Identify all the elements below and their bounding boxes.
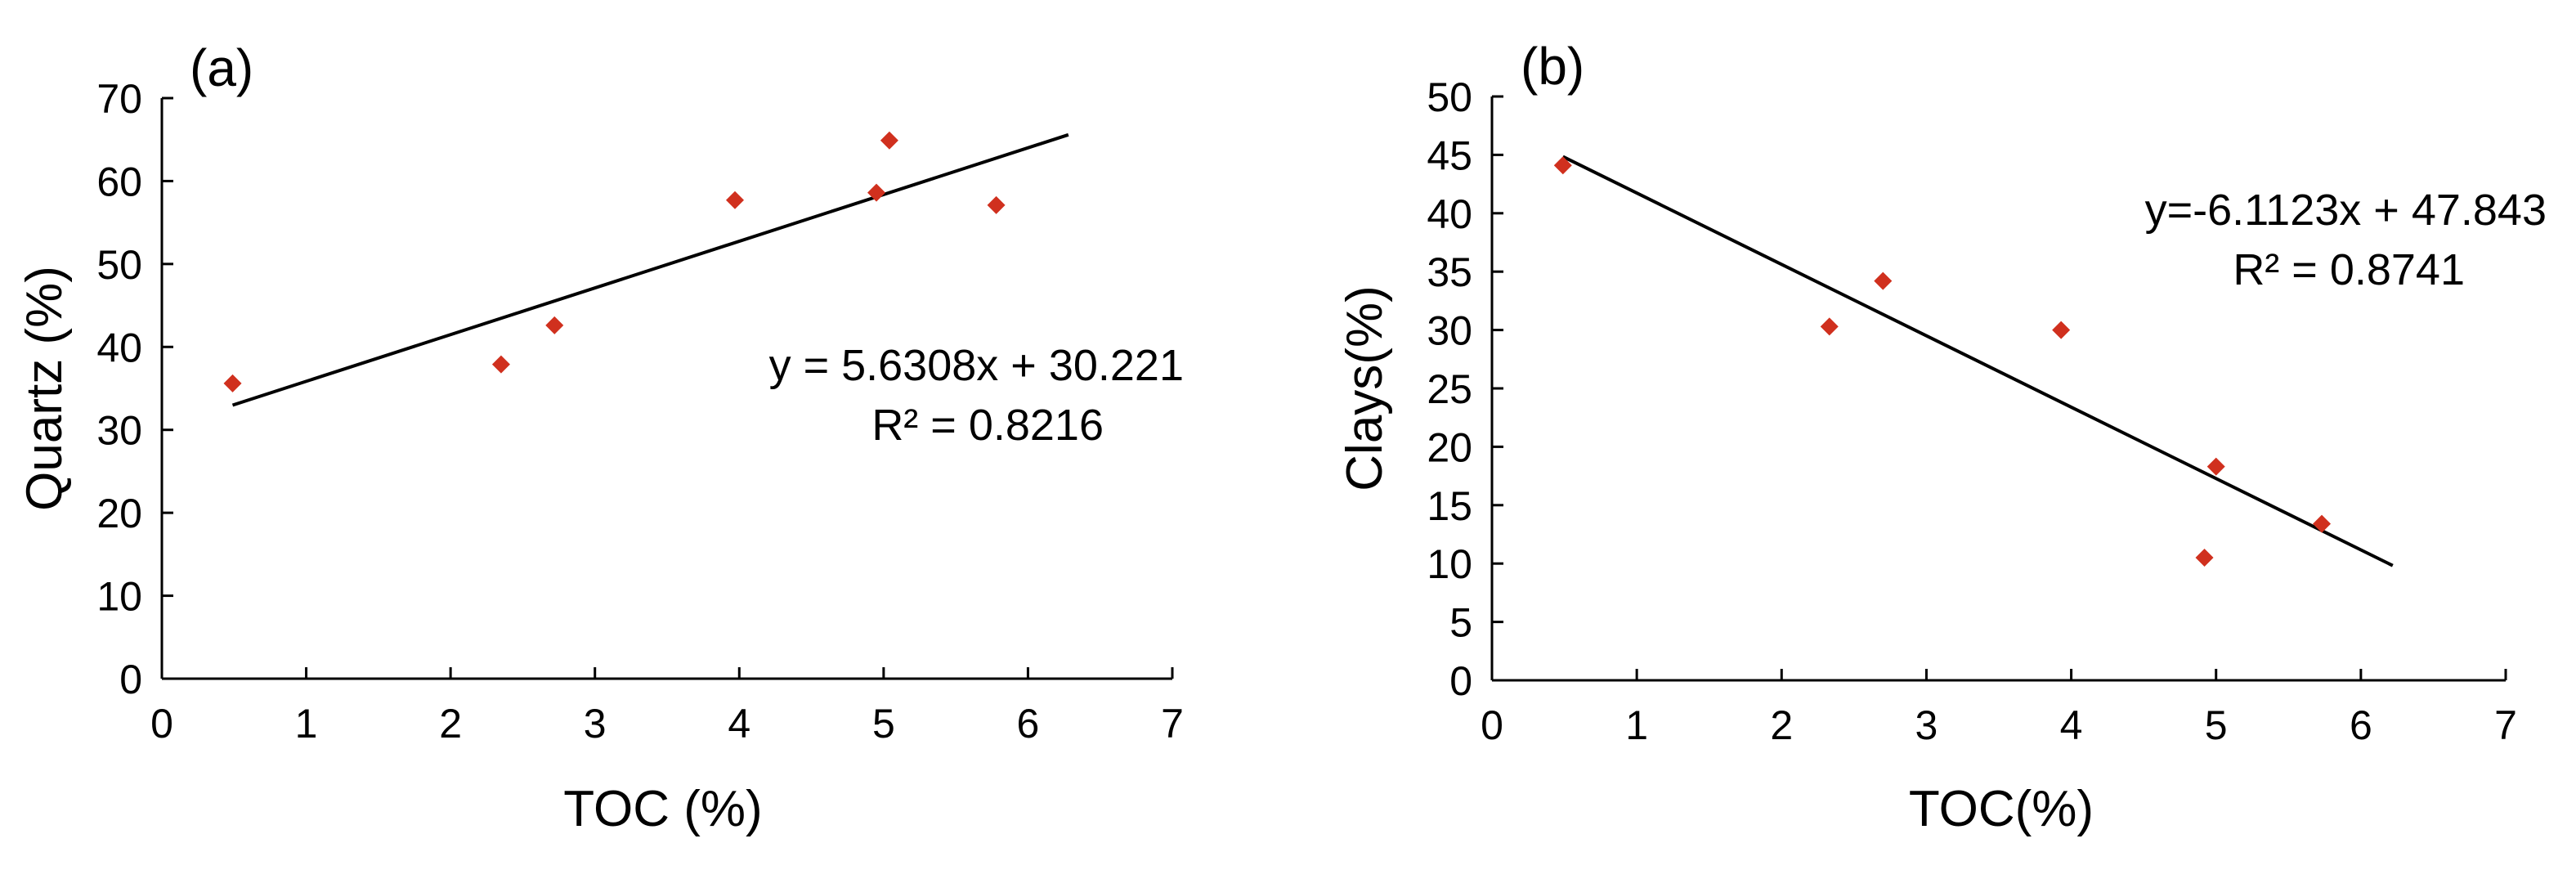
panel-a-quartz-chart: 0 10 20 30 40 50 60 70 0 1 2 3 4 5 6 7 (a) TOC (%) Quartz … [16,38,1184,837]
panel-a-x-tick-label: 1 [295,701,318,747]
panel-b-y-tick-label: 20 [1427,424,1472,470]
panel-b-y-tick-label: 45 [1427,132,1472,178]
panel-b-trendline [1561,155,2394,567]
panel-b-y-tick-label: 15 [1427,483,1472,529]
panel-a-trendline [231,132,1069,407]
panel-b-x-tick-label: 6 [2350,702,2372,748]
panel-a-data-point [545,316,564,334]
panel-a-data-point [880,131,898,150]
panel-a-x-tick-label: 3 [584,701,607,747]
panel-a-x-tick-label: 2 [439,701,462,747]
panel-a-label: (a) [190,38,253,97]
panel-b-data-point [1553,156,1572,175]
panel-b-x-tick-label: 2 [1770,702,1793,748]
panel-b-x-tick-label: 7 [2494,702,2517,748]
panel-b-data-point [2195,549,2214,567]
panel-b-data-point [1874,271,1893,290]
panel-b-data-point [2052,321,2071,339]
panel-b-data-point [2313,514,2332,533]
panel-b-equation: y=-6.1123x + 47.843 [2145,186,2547,235]
panel-a-r-squared: R² = 0.8216 [871,401,1104,450]
panel-a-x-tick-label: 5 [872,701,895,747]
panel-a-x-axis-label: TOC (%) [563,781,762,837]
panel-a-data-point [223,374,242,392]
panel-a-x-tick-label: 4 [728,701,750,747]
panel-a-x-tick-label: 0 [150,701,173,747]
panel-b-y-tick-label: 40 [1427,191,1472,237]
panel-b-x-tick-label: 4 [2060,702,2083,748]
panel-b-x-tick-label: 1 [1625,702,1648,748]
panel-b-data-point [2206,457,2225,476]
panel-a-y-tick-label: 20 [96,491,142,536]
panel-b-y-tick-label: 10 [1427,541,1472,587]
panel-a-data-point [867,183,886,202]
panel-a-y-tick-label: 60 [96,159,142,204]
panel-a-x-tick-label: 7 [1161,701,1184,747]
panel-b-y-tick-label: 30 [1427,308,1472,354]
panel-b-y-tick-label: 5 [1449,600,1472,646]
panel-b-y-axis-label: Clays(%) [1337,285,1393,491]
panel-b-y-tick-label: 35 [1427,249,1472,295]
panel-b-label: (b) [1521,37,1584,96]
panel-a-y-axis-label: Quartz (%) [16,266,73,511]
panel-b-r-squared: R² = 0.8741 [2233,245,2465,294]
panel-a-y-tick-label: 30 [96,408,142,454]
panel-a-y-tick-label: 70 [96,76,142,122]
panel-a-x-tick-label: 6 [1017,701,1040,747]
panel-a-y-tick-label: 10 [96,574,142,620]
panel-b-x-tick-label: 3 [1915,702,1938,748]
panel-a-data-point [725,191,744,209]
panel-a-y-tick-label: 40 [96,325,142,370]
panel-b-data-point [1820,317,1839,336]
panel-a-equation: y = 5.6308x + 30.221 [769,341,1184,390]
panel-b-x-tick-label: 0 [1481,702,1503,748]
panel-b-y-tick-label: 0 [1449,658,1472,704]
panel-b-y-tick-label: 25 [1427,366,1472,412]
panel-b-x-axis-label: TOC(%) [1909,781,2094,837]
panel-a-data-point [987,195,1006,214]
panel-a-data-point [491,355,510,374]
panel-a-y-tick-label: 50 [96,242,142,288]
panel-b-x-tick-label: 5 [2205,702,2228,748]
panel-b-y-tick-label: 50 [1427,74,1472,120]
panel-a-y-tick-label: 0 [119,657,142,702]
